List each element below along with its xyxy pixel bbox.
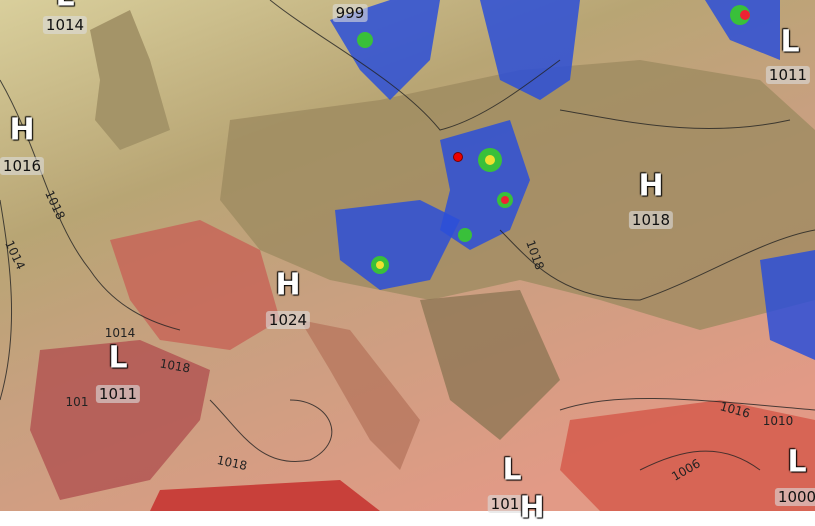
low-pressure-symbol: L	[108, 340, 128, 376]
pressure-value: 1014	[42, 16, 88, 34]
precipitation	[330, 0, 815, 360]
pressure-value: 1016	[0, 157, 45, 175]
isobar	[559, 109, 791, 130]
isobar-label: 1014	[104, 326, 136, 340]
weather-map	[0, 0, 815, 511]
location-marker	[453, 152, 463, 162]
precip-core	[485, 155, 495, 165]
isobar	[499, 229, 815, 301]
low-pressure-symbol: L	[780, 24, 800, 60]
precip-scandinavia	[330, 0, 440, 100]
isobar	[209, 399, 333, 462]
precip-core	[740, 10, 750, 20]
land-balkans	[420, 290, 560, 440]
land-italy	[300, 320, 420, 470]
precip-alps	[335, 200, 460, 290]
pressure-value: 1011	[765, 66, 811, 84]
low-pressure-symbol: L	[55, 0, 74, 14]
low-pressure-symbol: L	[787, 444, 807, 480]
isobar	[269, 0, 561, 131]
isobar	[559, 397, 815, 411]
isobar	[639, 450, 761, 471]
precip-poland	[440, 120, 530, 250]
land-turkey-heat	[560, 400, 815, 511]
high-pressure-symbol: H	[638, 168, 664, 204]
land-iberia-heat	[30, 340, 210, 500]
isobar	[0, 79, 181, 331]
pressure-value: 1000	[774, 488, 815, 506]
precip-caucasus	[760, 250, 815, 360]
isobars	[0, 0, 815, 471]
precip-core	[458, 228, 472, 242]
high-pressure-symbol: H	[9, 112, 35, 148]
high-pressure-symbol: H	[275, 267, 301, 303]
pressure-value: 1011	[95, 385, 141, 403]
high-pressure-symbol: H	[519, 490, 545, 526]
low-pressure-symbol: L	[502, 452, 522, 488]
precip-core	[501, 196, 509, 204]
land-north-africa	[150, 480, 380, 511]
pressure-value: 1018	[628, 211, 674, 229]
precip-core	[376, 261, 384, 269]
isobar	[0, 199, 13, 401]
precip-baltic	[480, 0, 580, 100]
pressure-value: 101	[487, 495, 523, 513]
precip-core	[357, 32, 373, 48]
land-britain	[90, 10, 170, 150]
isobar-label: 101	[65, 395, 89, 409]
isobar-label: 1010	[762, 414, 794, 428]
pressure-value: 1024	[265, 311, 311, 329]
precip-russia	[705, 0, 780, 60]
pressure-value: 999	[332, 4, 368, 22]
land-france-heat	[110, 220, 280, 350]
